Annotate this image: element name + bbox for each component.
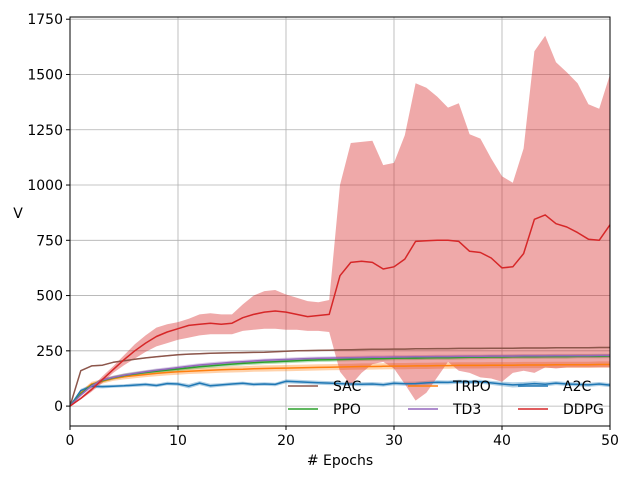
- line-sac: [69, 346, 610, 407]
- x-axis-label: # Epochs: [307, 453, 373, 469]
- x-tick-label: 10: [169, 433, 187, 449]
- y-tick-label: 1500: [27, 67, 63, 83]
- line-ppo: [69, 355, 611, 407]
- x-tick-label: 0: [66, 433, 75, 449]
- x-tick-label: 20: [277, 433, 295, 449]
- y-tick-label: 750: [36, 233, 63, 249]
- plot-frame: [69, 16, 611, 427]
- x-tick-label: 40: [493, 433, 511, 449]
- legend: SAC TRPO A2C PPO TD3 DDPG: [288, 379, 604, 418]
- x-tick-label: 30: [385, 433, 403, 449]
- legend-label-a2c: A2C: [563, 379, 591, 395]
- x-tick-label: 50: [601, 433, 619, 449]
- y-tick-label: 500: [36, 289, 63, 305]
- y-axis-ticks: 0 250 500 750 1000 1250 1500 1750: [27, 12, 70, 415]
- x-axis-ticks: 0 10 20 30 40 50: [66, 426, 619, 449]
- y-axis-label: V: [13, 206, 23, 222]
- legend-label-trpo: TRPO: [452, 379, 491, 395]
- band-trpo: [70, 361, 610, 407]
- y-tick-label: 1250: [27, 123, 63, 139]
- line-a2c: [69, 380, 611, 407]
- legend-label-ppo: PPO: [333, 402, 361, 418]
- series-lines: [69, 214, 611, 407]
- y-tick-label: 1000: [27, 178, 63, 194]
- legend-label-ddpg: DDPG: [563, 402, 604, 418]
- band-ddpg: [70, 35, 610, 407]
- band-a2c: [70, 379, 610, 407]
- y-tick-label: 1750: [27, 12, 63, 28]
- legend-label-sac: SAC: [333, 379, 361, 395]
- legend-label-td3: TD3: [452, 402, 481, 418]
- line-trpo: [69, 363, 610, 407]
- line-ddpg: [69, 214, 611, 407]
- y-tick-label: 0: [54, 399, 63, 415]
- line-td3: [69, 354, 610, 407]
- y-tick-label: 250: [36, 344, 63, 360]
